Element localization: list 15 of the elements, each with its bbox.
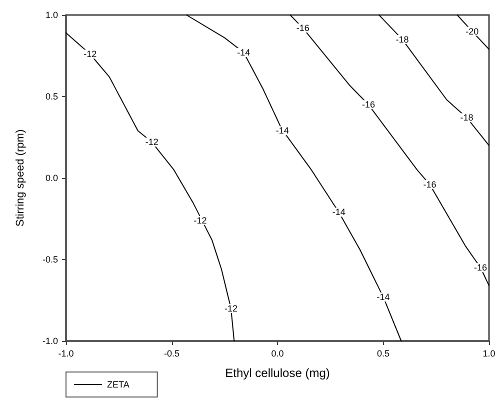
legend-label: ZETA [107, 380, 130, 390]
x-tick-label: 0.0 [271, 348, 284, 358]
y-tick-label: 0.0 [45, 173, 58, 183]
annotation: -12 [224, 303, 238, 314]
y-tick-label: -1.0 [42, 336, 58, 346]
x-tick-label: 0.5 [376, 348, 390, 358]
annotation: -12 [194, 215, 207, 226]
x-tick-label: -1.0 [58, 348, 74, 358]
x-tick-label: -0.5 [164, 348, 180, 358]
y-tick-label: -0.5 [42, 254, 58, 264]
x-tick-label: 1.0 [482, 348, 496, 358]
y-tick-label: 1.0 [45, 10, 58, 20]
y-axis-title: Stirring speed (rpm) [14, 129, 26, 227]
y-tick-label: 0.5 [45, 92, 58, 102]
x-axis-title: Ethyl cellulose (mg) [225, 366, 330, 380]
